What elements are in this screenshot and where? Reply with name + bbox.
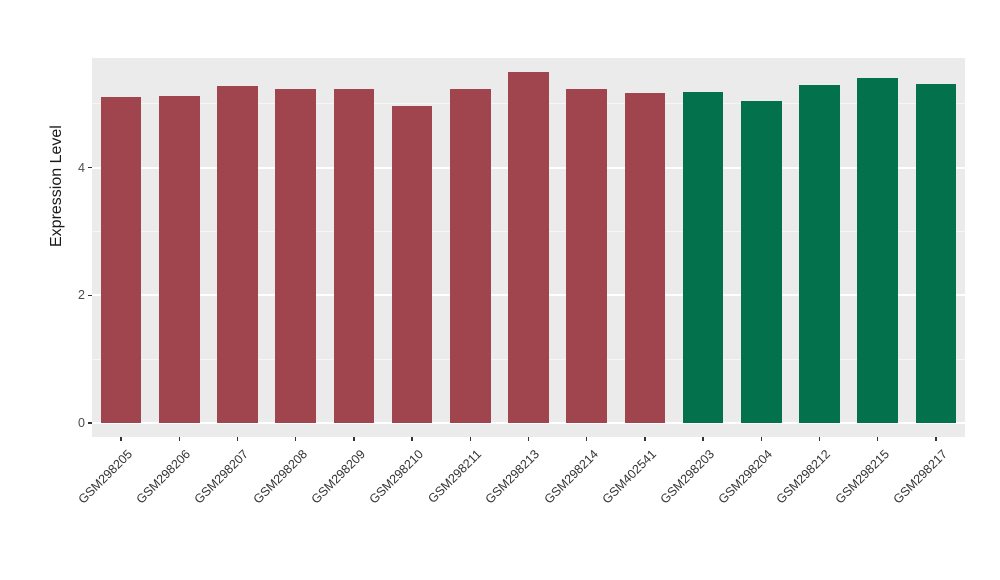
bar-GSM298207 — [217, 86, 258, 423]
x-label-text: GSM298211 — [425, 447, 485, 506]
bar-GSM402541 — [624, 93, 666, 423]
x-tick-mark — [876, 437, 879, 441]
y-tick-mark — [88, 166, 92, 169]
x-label-text: GSM298210 — [366, 447, 426, 507]
x-label-text: GSM402541 — [599, 447, 659, 507]
x-label-text: GSM298203 — [657, 447, 717, 507]
bar-GSM298208 — [275, 88, 317, 423]
x-label-text: GSM298204 — [715, 447, 776, 507]
x-tick-mark — [411, 437, 413, 441]
bar-GSM298212 — [799, 84, 840, 423]
bar-GSM298214 — [566, 88, 608, 423]
y-tick-label: 0 — [78, 415, 85, 430]
bar-GSM298206 — [158, 95, 200, 423]
bar-GSM298210 — [391, 105, 433, 423]
x-tick-mark — [644, 437, 646, 441]
x-label-text: GSM298209 — [308, 447, 368, 507]
x-label-text: GSM298206 — [133, 447, 194, 507]
x-tick-mark — [527, 437, 530, 441]
x-tick-mark — [818, 437, 821, 441]
bar-GSM298204 — [740, 100, 782, 423]
x-tick-mark — [935, 437, 937, 441]
bar-GSM298211 — [449, 88, 491, 423]
x-label-text: GSM298215 — [832, 447, 892, 507]
x-label-text: GSM298213 — [482, 447, 543, 507]
bar-GSM298205 — [100, 96, 142, 423]
x-label-text: GSM298207 — [191, 447, 252, 507]
y-tick-label: 2 — [78, 288, 85, 303]
x-tick-mark — [760, 437, 763, 441]
x-tick-mark — [178, 437, 181, 441]
y-tick-mark — [88, 294, 92, 297]
chart-panel — [92, 58, 965, 437]
y-tick-mark — [88, 422, 92, 424]
x-label-text: GSM298208 — [250, 447, 310, 507]
bar-GSM298209 — [333, 88, 375, 423]
x-tick-mark — [702, 437, 704, 441]
x-label-text: GSM298212 — [773, 447, 834, 507]
x-label-text: GSM298214 — [541, 447, 601, 507]
x-tick-mark — [294, 437, 297, 441]
x-tick-mark — [236, 437, 239, 441]
x-tick-mark — [120, 437, 122, 441]
bar-GSM298203 — [682, 91, 724, 423]
bar-GSM298217 — [915, 84, 957, 423]
bar-GSM298215 — [857, 77, 899, 423]
x-label-text: GSM298205 — [75, 447, 135, 507]
x-label-text: GSM298217 — [890, 447, 950, 507]
x-tick-mark — [353, 437, 355, 441]
bar-GSM298213 — [508, 72, 549, 423]
x-tick-mark — [585, 437, 588, 441]
y-axis-title: Expression Level — [48, 125, 65, 247]
y-tick-label: 4 — [78, 160, 85, 175]
x-tick-mark — [469, 437, 472, 441]
